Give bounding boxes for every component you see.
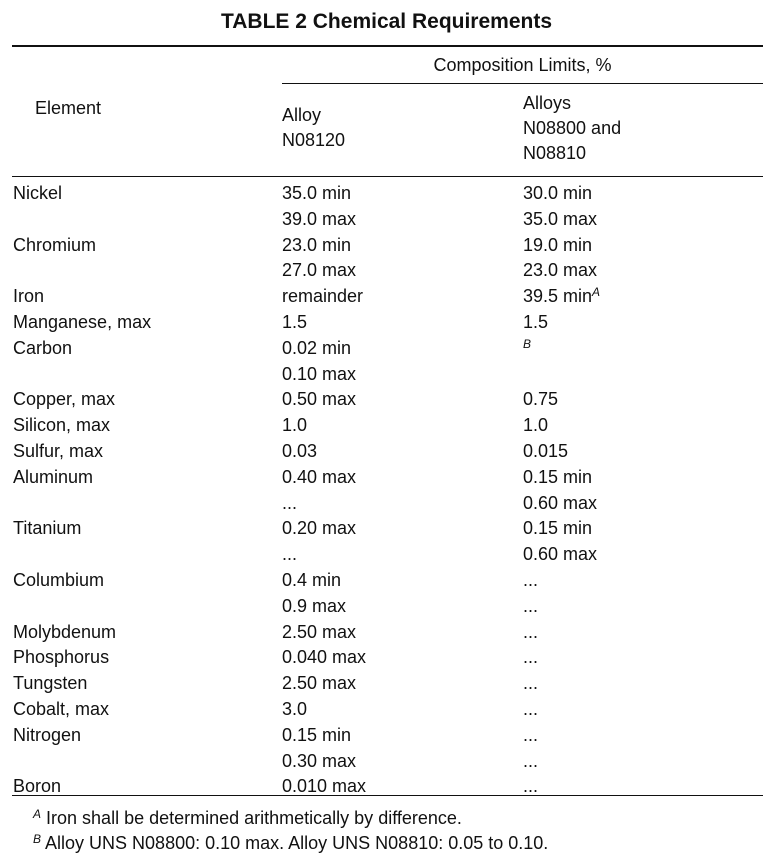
cell-value: 0.60 max [523, 492, 598, 513]
cell-value: ... [523, 570, 539, 590]
column-header: N08800 and [523, 118, 622, 138]
cell-value: 0.010 max [282, 776, 367, 797]
cell-value: 0.15 min [282, 724, 352, 745]
cell-value: ... [523, 699, 539, 719]
cell-value: 1.0 [282, 415, 308, 436]
element-name: Iron [13, 286, 45, 307]
cell-value: 0.10 max [282, 363, 357, 384]
cell-value: ... [282, 544, 298, 565]
footnote-mark: B [33, 832, 42, 846]
cell-value: 23.0 min [282, 234, 352, 255]
element-name: Silicon, max [13, 415, 111, 436]
cell-value: 3.0 [282, 699, 308, 719]
cell-value: 1.5 [523, 312, 549, 332]
cell-value: 0.75 [523, 389, 559, 410]
cell-value: 0.15 min [523, 466, 593, 487]
cell-value: 0.9 max [282, 595, 347, 616]
cell-value: ... [523, 673, 539, 694]
cell-value: 0.015 [523, 441, 569, 461]
cell-value: ... [523, 595, 539, 616]
cell-value: B [523, 337, 531, 359]
group-rule [282, 83, 763, 84]
table-title: TABLE 2 Chemical Requirements [220, 10, 553, 33]
cell-value: 1.5 [282, 312, 308, 332]
element-name: Phosphorus [13, 647, 110, 668]
cell-value: ... [523, 647, 539, 668]
top-rule [12, 45, 763, 47]
bottom-rule [12, 795, 763, 796]
element-name: Columbium [13, 570, 105, 590]
footnote-mark: A [33, 807, 42, 821]
element-name: Aluminum [13, 466, 94, 487]
element-name: Copper, max [13, 389, 116, 410]
element-name: Molybdenum [13, 621, 117, 642]
cell-value: 1.0 [523, 415, 549, 436]
cell-value: ... [523, 750, 539, 771]
footnote-text: Alloy UNS N08800: 0.10 max. Alloy UNS N0… [45, 833, 549, 853]
element-name: Chromium [13, 234, 97, 255]
column-header: Alloy [282, 105, 322, 125]
cell-value: remainder [282, 286, 364, 307]
cell-value: 0.15 min [523, 518, 593, 539]
cell-value: 0.040 max [282, 647, 367, 668]
cell-value: ... [523, 776, 539, 797]
footnote: A Iron shall be determined arithmeticall… [33, 807, 462, 829]
superscript: A [592, 285, 601, 300]
column-header: Alloys [523, 93, 572, 113]
element-name: Boron [13, 776, 62, 797]
cell-value: 0.4 min [282, 570, 342, 590]
cell-text: 39.5 min [523, 286, 593, 307]
element-name: Manganese, max [13, 312, 152, 332]
cell-value: ... [523, 621, 539, 642]
superscript: B [523, 336, 532, 351]
cell-value: 2.50 max [282, 621, 357, 642]
element-name: Carbon [13, 337, 73, 358]
group-header: Composition Limits, % [433, 55, 612, 75]
cell-value: 0.50 max [282, 389, 357, 410]
cell-value: 0.30 max [282, 750, 357, 771]
cell-value: 39.5 minA [523, 285, 600, 307]
element-name: Nickel [13, 183, 63, 203]
cell-value: 0.60 max [523, 544, 598, 565]
cell-value: 19.0 min [523, 234, 593, 255]
footnote-text: Iron shall be determined arithmetically … [46, 808, 462, 828]
cell-value: 39.0 max [282, 208, 357, 229]
cell-value: 0.02 min [282, 337, 352, 358]
cell-value: 0.03 [282, 441, 318, 461]
element-name: Tungsten [13, 673, 88, 694]
cell-value: 2.50 max [282, 673, 357, 694]
cell-value: ... [282, 492, 298, 513]
element-name: Titanium [13, 518, 82, 539]
cell-value: 23.0 max [523, 260, 598, 281]
element-name: Sulfur, max [13, 441, 104, 461]
cell-value: ... [523, 724, 539, 745]
column-header: N08810 [523, 143, 587, 163]
footnote: B Alloy UNS N08800: 0.10 max. Alloy UNS … [33, 832, 548, 854]
column-header: N08120 [282, 130, 346, 150]
cell-value: 0.20 max [282, 518, 357, 539]
cell-value: 35.0 max [523, 208, 598, 229]
element-header: Element [35, 98, 102, 118]
element-name: Cobalt, max [13, 699, 110, 719]
element-name: Nitrogen [13, 724, 82, 745]
cell-value: 0.40 max [282, 466, 357, 487]
header-rule [12, 176, 763, 177]
cell-value: 35.0 min [282, 183, 352, 203]
cell-value: 30.0 min [523, 183, 593, 203]
cell-value: 27.0 max [282, 260, 357, 281]
